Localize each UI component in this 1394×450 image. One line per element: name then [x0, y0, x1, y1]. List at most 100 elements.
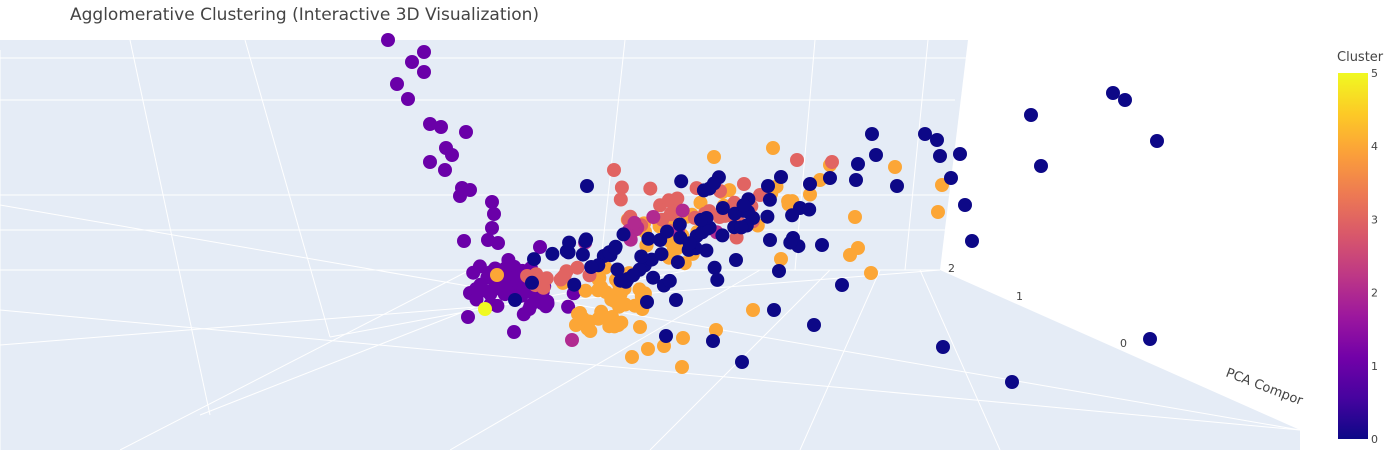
data-point-cluster-0[interactable] — [634, 249, 649, 264]
data-point-cluster-0[interactable] — [715, 228, 730, 243]
data-point-cluster-4[interactable] — [614, 315, 629, 330]
data-point-cluster-0[interactable] — [575, 247, 590, 262]
data-point-cluster-0[interactable] — [670, 255, 685, 270]
data-point-cluster-4[interactable] — [888, 160, 902, 174]
data-point-cluster-1[interactable] — [533, 240, 547, 254]
data-point-cluster-0[interactable] — [659, 329, 673, 343]
data-point-cluster-4[interactable] — [607, 294, 622, 308]
data-point-cluster-0[interactable] — [660, 224, 674, 239]
data-point-cluster-0[interactable] — [525, 275, 539, 290]
data-point-cluster-4[interactable] — [618, 297, 633, 312]
data-point-cluster-0[interactable] — [774, 170, 788, 184]
data-point-cluster-0[interactable] — [710, 272, 725, 287]
data-point-cluster-0[interactable] — [785, 208, 800, 223]
data-point-cluster-0[interactable] — [735, 355, 749, 369]
data-point-cluster-3[interactable] — [670, 191, 685, 206]
data-point-cluster-0[interactable] — [772, 264, 786, 278]
data-point-cluster-4[interactable] — [582, 314, 596, 329]
data-point-cluster-0[interactable] — [1106, 86, 1120, 100]
data-point-cluster-0[interactable] — [1024, 108, 1038, 122]
data-point-cluster-0[interactable] — [608, 241, 622, 256]
data-point-cluster-3[interactable] — [555, 270, 570, 285]
data-point-cluster-1[interactable] — [472, 259, 487, 274]
data-point-cluster-0[interactable] — [578, 234, 593, 249]
data-point-cluster-1[interactable] — [461, 310, 475, 324]
data-point-cluster-3[interactable] — [790, 153, 804, 167]
data-point-cluster-0[interactable] — [783, 235, 798, 250]
data-point-cluster-4[interactable] — [803, 187, 817, 202]
data-point-cluster-0[interactable] — [815, 238, 829, 252]
data-point-cluster-2[interactable] — [675, 203, 690, 218]
data-point-cluster-0[interactable] — [763, 233, 777, 247]
data-point-cluster-1[interactable] — [487, 207, 501, 221]
data-point-cluster-0[interactable] — [930, 133, 944, 147]
data-point-cluster-2[interactable] — [646, 210, 661, 224]
data-point-cluster-0[interactable] — [508, 293, 522, 307]
data-point-cluster-0[interactable] — [807, 318, 821, 332]
data-point-cluster-0[interactable] — [694, 212, 708, 227]
data-point-cluster-0[interactable] — [760, 209, 775, 224]
data-point-cluster-0[interactable] — [869, 148, 883, 162]
data-point-cluster-4[interactable] — [709, 323, 723, 337]
data-point-cluster-1[interactable] — [434, 120, 448, 134]
data-point-cluster-0[interactable] — [803, 177, 817, 191]
data-point-cluster-3[interactable] — [614, 180, 629, 195]
data-point-cluster-0[interactable] — [944, 171, 958, 185]
data-point-cluster-0[interactable] — [707, 260, 722, 275]
data-point-cluster-0[interactable] — [610, 262, 625, 277]
data-point-cluster-1[interactable] — [473, 277, 488, 292]
data-point-cluster-1[interactable] — [401, 92, 415, 106]
data-point-cluster-4[interactable] — [594, 304, 609, 319]
data-points[interactable] — [381, 33, 1164, 389]
data-point-cluster-1[interactable] — [423, 117, 437, 131]
data-point-cluster-1[interactable] — [390, 77, 404, 91]
data-point-cluster-0[interactable] — [672, 217, 687, 232]
data-point-cluster-1[interactable] — [516, 307, 531, 322]
data-point-cluster-4[interactable] — [693, 195, 708, 210]
data-point-cluster-1[interactable] — [423, 155, 437, 169]
data-point-cluster-0[interactable] — [640, 295, 654, 309]
data-point-cluster-1[interactable] — [453, 189, 467, 203]
data-point-cluster-4[interactable] — [633, 320, 647, 334]
data-point-cluster-4[interactable] — [851, 241, 865, 255]
data-point-cluster-4[interactable] — [675, 360, 689, 374]
data-point-cluster-0[interactable] — [823, 171, 837, 185]
data-point-cluster-0[interactable] — [696, 183, 711, 198]
data-point-cluster-4[interactable] — [848, 210, 862, 224]
data-point-cluster-0[interactable] — [933, 149, 947, 163]
data-point-cluster-0[interactable] — [958, 198, 972, 212]
data-point-cluster-0[interactable] — [646, 270, 661, 285]
data-point-cluster-0[interactable] — [682, 236, 697, 251]
data-point-cluster-0[interactable] — [1005, 375, 1019, 389]
data-point-cluster-0[interactable] — [715, 201, 730, 215]
data-point-cluster-1[interactable] — [490, 298, 505, 313]
data-point-cluster-1[interactable] — [405, 55, 419, 69]
data-point-cluster-1[interactable] — [445, 148, 459, 162]
data-point-cluster-0[interactable] — [729, 253, 743, 267]
data-point-cluster-0[interactable] — [965, 234, 979, 248]
data-point-cluster-0[interactable] — [626, 268, 641, 283]
data-point-cluster-4[interactable] — [571, 307, 585, 322]
data-point-cluster-0[interactable] — [953, 147, 967, 161]
data-point-cluster-0[interactable] — [707, 176, 721, 191]
data-point-cluster-0[interactable] — [767, 303, 781, 317]
data-point-cluster-1[interactable] — [485, 221, 499, 235]
data-point-cluster-0[interactable] — [1118, 93, 1132, 107]
data-point-cluster-4[interactable] — [641, 342, 655, 356]
data-point-cluster-1[interactable] — [459, 125, 473, 139]
data-point-cluster-1[interactable] — [507, 325, 521, 339]
data-point-cluster-3[interactable] — [643, 181, 658, 196]
data-point-cluster-4[interactable] — [490, 268, 504, 282]
data-point-cluster-0[interactable] — [1150, 134, 1164, 148]
data-point-cluster-0[interactable] — [567, 277, 582, 292]
data-point-cluster-0[interactable] — [641, 231, 656, 246]
data-point-cluster-0[interactable] — [527, 252, 541, 267]
data-point-cluster-1[interactable] — [498, 278, 513, 292]
data-point-cluster-0[interactable] — [616, 227, 631, 242]
data-point-cluster-4[interactable] — [707, 150, 721, 164]
data-point-cluster-3[interactable] — [613, 192, 628, 207]
data-point-cluster-3[interactable] — [570, 260, 585, 275]
data-point-cluster-0[interactable] — [890, 179, 904, 193]
data-point-cluster-5[interactable] — [478, 302, 492, 316]
